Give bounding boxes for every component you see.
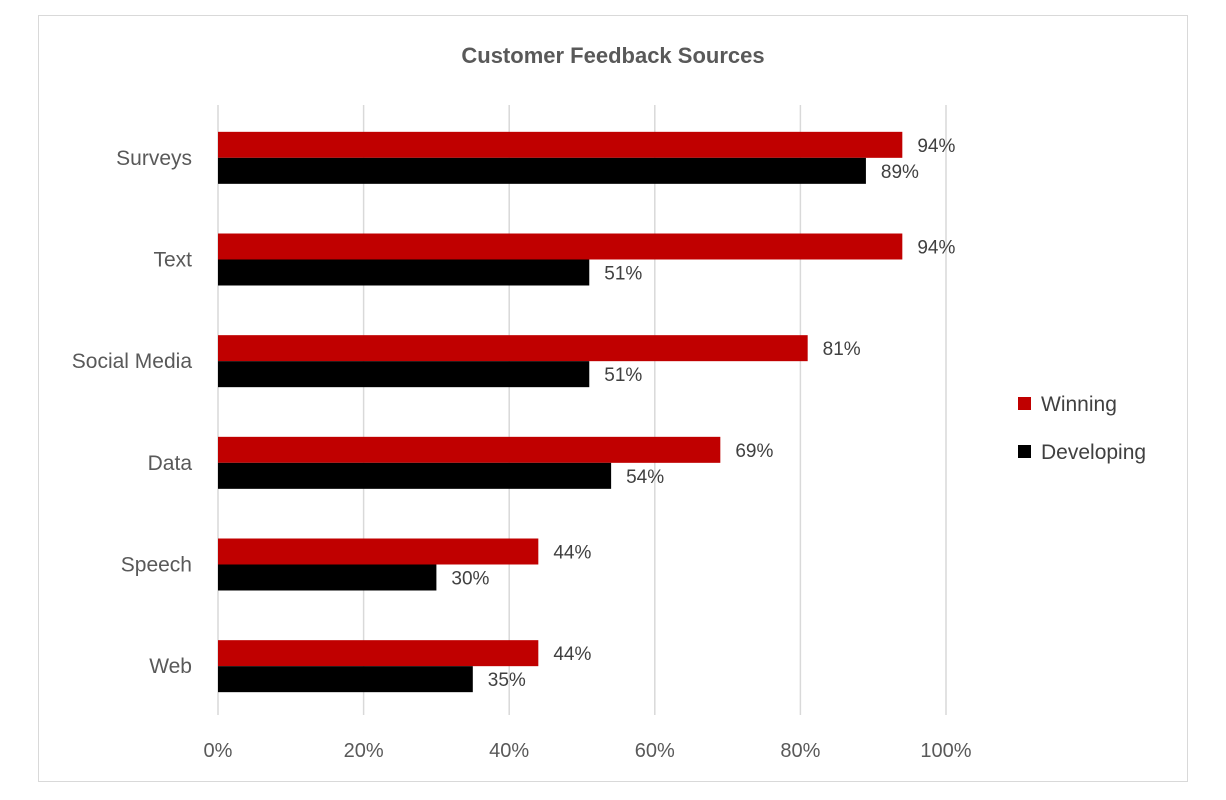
bar-developing-data: [218, 462, 612, 489]
bar-developing-speech: [218, 564, 437, 591]
x-tick-label: 80%: [780, 740, 820, 762]
data-labels: 94% 89% 94% 51% 81% 51% 69% 54% 44% 30% 44% 35%: [451, 136, 955, 691]
category-label: Speech: [121, 554, 192, 577]
bar-developing-social-media: [218, 361, 590, 388]
bar-developing-web: [218, 666, 473, 693]
bar-winning-data: [218, 436, 721, 463]
category-label: Web: [149, 655, 192, 678]
legend-swatch-winning: [1018, 397, 1031, 410]
gridlines: [217, 105, 947, 715]
category-label: Data: [148, 452, 193, 475]
data-label: 51%: [604, 264, 642, 285]
category-label: Text: [153, 249, 192, 272]
data-label: 89%: [881, 162, 919, 183]
data-label: 94%: [917, 136, 955, 157]
data-label: 44%: [553, 543, 591, 564]
data-label: 51%: [604, 365, 642, 386]
bar-winning-social-media: [218, 335, 808, 362]
legend-swatch-developing: [1018, 445, 1031, 458]
data-label: 54%: [626, 467, 664, 488]
category-label: Surveys: [116, 147, 192, 170]
bar-winning-speech: [218, 538, 539, 565]
x-tick-label: 60%: [635, 740, 675, 762]
x-tick-label: 0%: [204, 740, 233, 762]
bar-developing-surveys: [218, 157, 866, 184]
x-axis-ticks: 0% 20% 40% 60% 80% 100%: [204, 740, 972, 762]
legend: Winning Developing: [1018, 393, 1146, 464]
legend-label-winning: Winning: [1041, 393, 1117, 416]
y-axis-categories: Surveys Text Social Media Data Speech Web: [72, 147, 193, 678]
data-label: 44%: [553, 644, 591, 665]
bar-winning-surveys: [218, 131, 903, 158]
bars: [218, 131, 903, 693]
bar-winning-text: [218, 233, 903, 260]
x-tick-label: 20%: [344, 740, 384, 762]
data-label: 94%: [917, 238, 955, 259]
data-label: 69%: [735, 441, 773, 462]
category-label: Social Media: [72, 350, 193, 373]
data-label: 30%: [451, 569, 489, 590]
bar-winning-web: [218, 640, 539, 667]
legend-label-developing: Developing: [1041, 441, 1146, 464]
chart-title: Customer Feedback Sources: [461, 43, 764, 68]
data-label: 81%: [823, 339, 861, 360]
x-tick-label: 40%: [489, 740, 529, 762]
data-label: 35%: [488, 670, 526, 691]
x-tick-label: 100%: [920, 740, 971, 762]
bar-developing-text: [218, 259, 590, 286]
